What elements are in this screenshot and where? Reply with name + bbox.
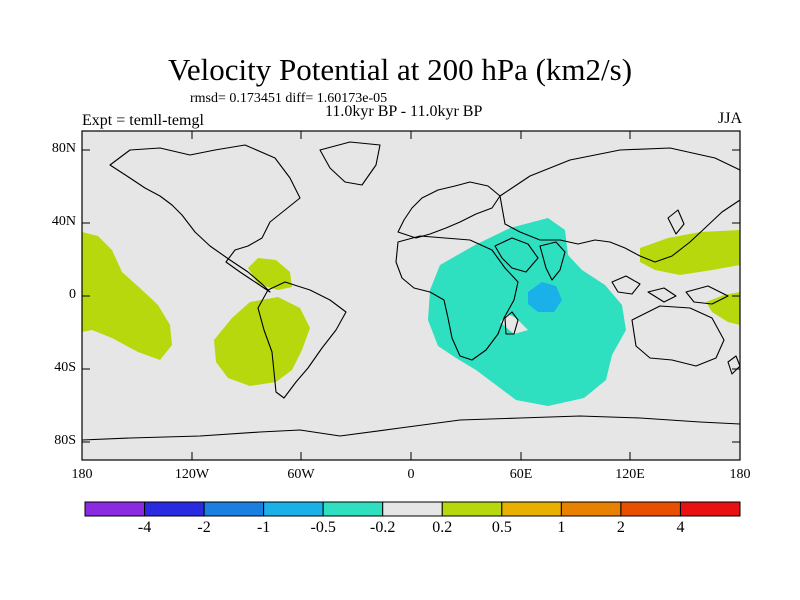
- colorbar-swatch: [144, 501, 205, 517]
- period-label: 11.0kyr BP - 11.0kyr BP: [325, 103, 483, 120]
- colorbar: [84, 501, 741, 517]
- lat-label-40n: 40N: [51, 214, 76, 229]
- lon-label-120e: 120E: [615, 467, 645, 482]
- longitude-tick-marks: [191, 131, 631, 460]
- colorbar-swatch: [679, 501, 741, 517]
- colorbar-label: -1: [256, 519, 271, 536]
- colorbar-swatch: [382, 501, 443, 517]
- latitude-tick-marks: [82, 149, 740, 443]
- lat-label-0: 0: [69, 287, 76, 302]
- positive-region-south-america: [214, 297, 310, 386]
- madagascar-gap: [500, 314, 528, 334]
- stats-line: rmsd= 0.173451 diff= 1.60173e-05: [190, 91, 388, 106]
- colorbar-label: -2: [197, 519, 211, 536]
- colorbar-label: 2: [616, 519, 625, 536]
- colorbar-swatch: [620, 501, 681, 517]
- lon-label-180-left: 180: [71, 467, 93, 482]
- lat-label-80s: 80S: [54, 433, 76, 448]
- lon-label-180-right: 180: [729, 467, 751, 482]
- lat-label-80n: 80N: [51, 141, 76, 156]
- colorbar-swatch: [501, 501, 562, 517]
- negative-core-indian-ocean: [528, 282, 562, 312]
- colorbar-swatch: [560, 501, 622, 517]
- figure-title: Velocity Potential at 200 hPa (km2/s): [167, 52, 633, 87]
- lat-label-40s: 40S: [54, 360, 76, 375]
- colorbar-swatch: [84, 501, 146, 517]
- colorbar-swatch: [263, 501, 324, 517]
- colorbar-label: 0.2: [432, 519, 453, 536]
- colorbar-label: 0.5: [491, 519, 512, 536]
- experiment-label: Expt = temll-temgl: [82, 112, 204, 129]
- lon-label-60e: 60E: [509, 467, 533, 482]
- positive-region-indonesia: [706, 292, 740, 325]
- colorbar-label: 4: [676, 519, 685, 536]
- lon-label-60w: 60W: [287, 467, 315, 482]
- colorbar-label: -4: [137, 519, 152, 536]
- colorbar-swatch: [203, 501, 265, 517]
- colorbar-label: 1: [557, 519, 566, 536]
- colorbar-swatch: [441, 501, 503, 517]
- colorbar-label: -0.2: [370, 519, 396, 536]
- lon-label-0: 0: [407, 467, 415, 482]
- colorbar-label: -0.5: [310, 519, 336, 536]
- season-label: JJA: [718, 110, 743, 127]
- map-background: [82, 131, 740, 460]
- coastlines: [81, 141, 741, 441]
- lon-label-120w: 120W: [174, 467, 210, 482]
- colorbar-swatch: [322, 501, 384, 517]
- positive-region-west-pacific: [640, 230, 740, 275]
- negative-region-indian-ocean: [428, 218, 626, 406]
- positive-region-east-pacific: [82, 232, 172, 360]
